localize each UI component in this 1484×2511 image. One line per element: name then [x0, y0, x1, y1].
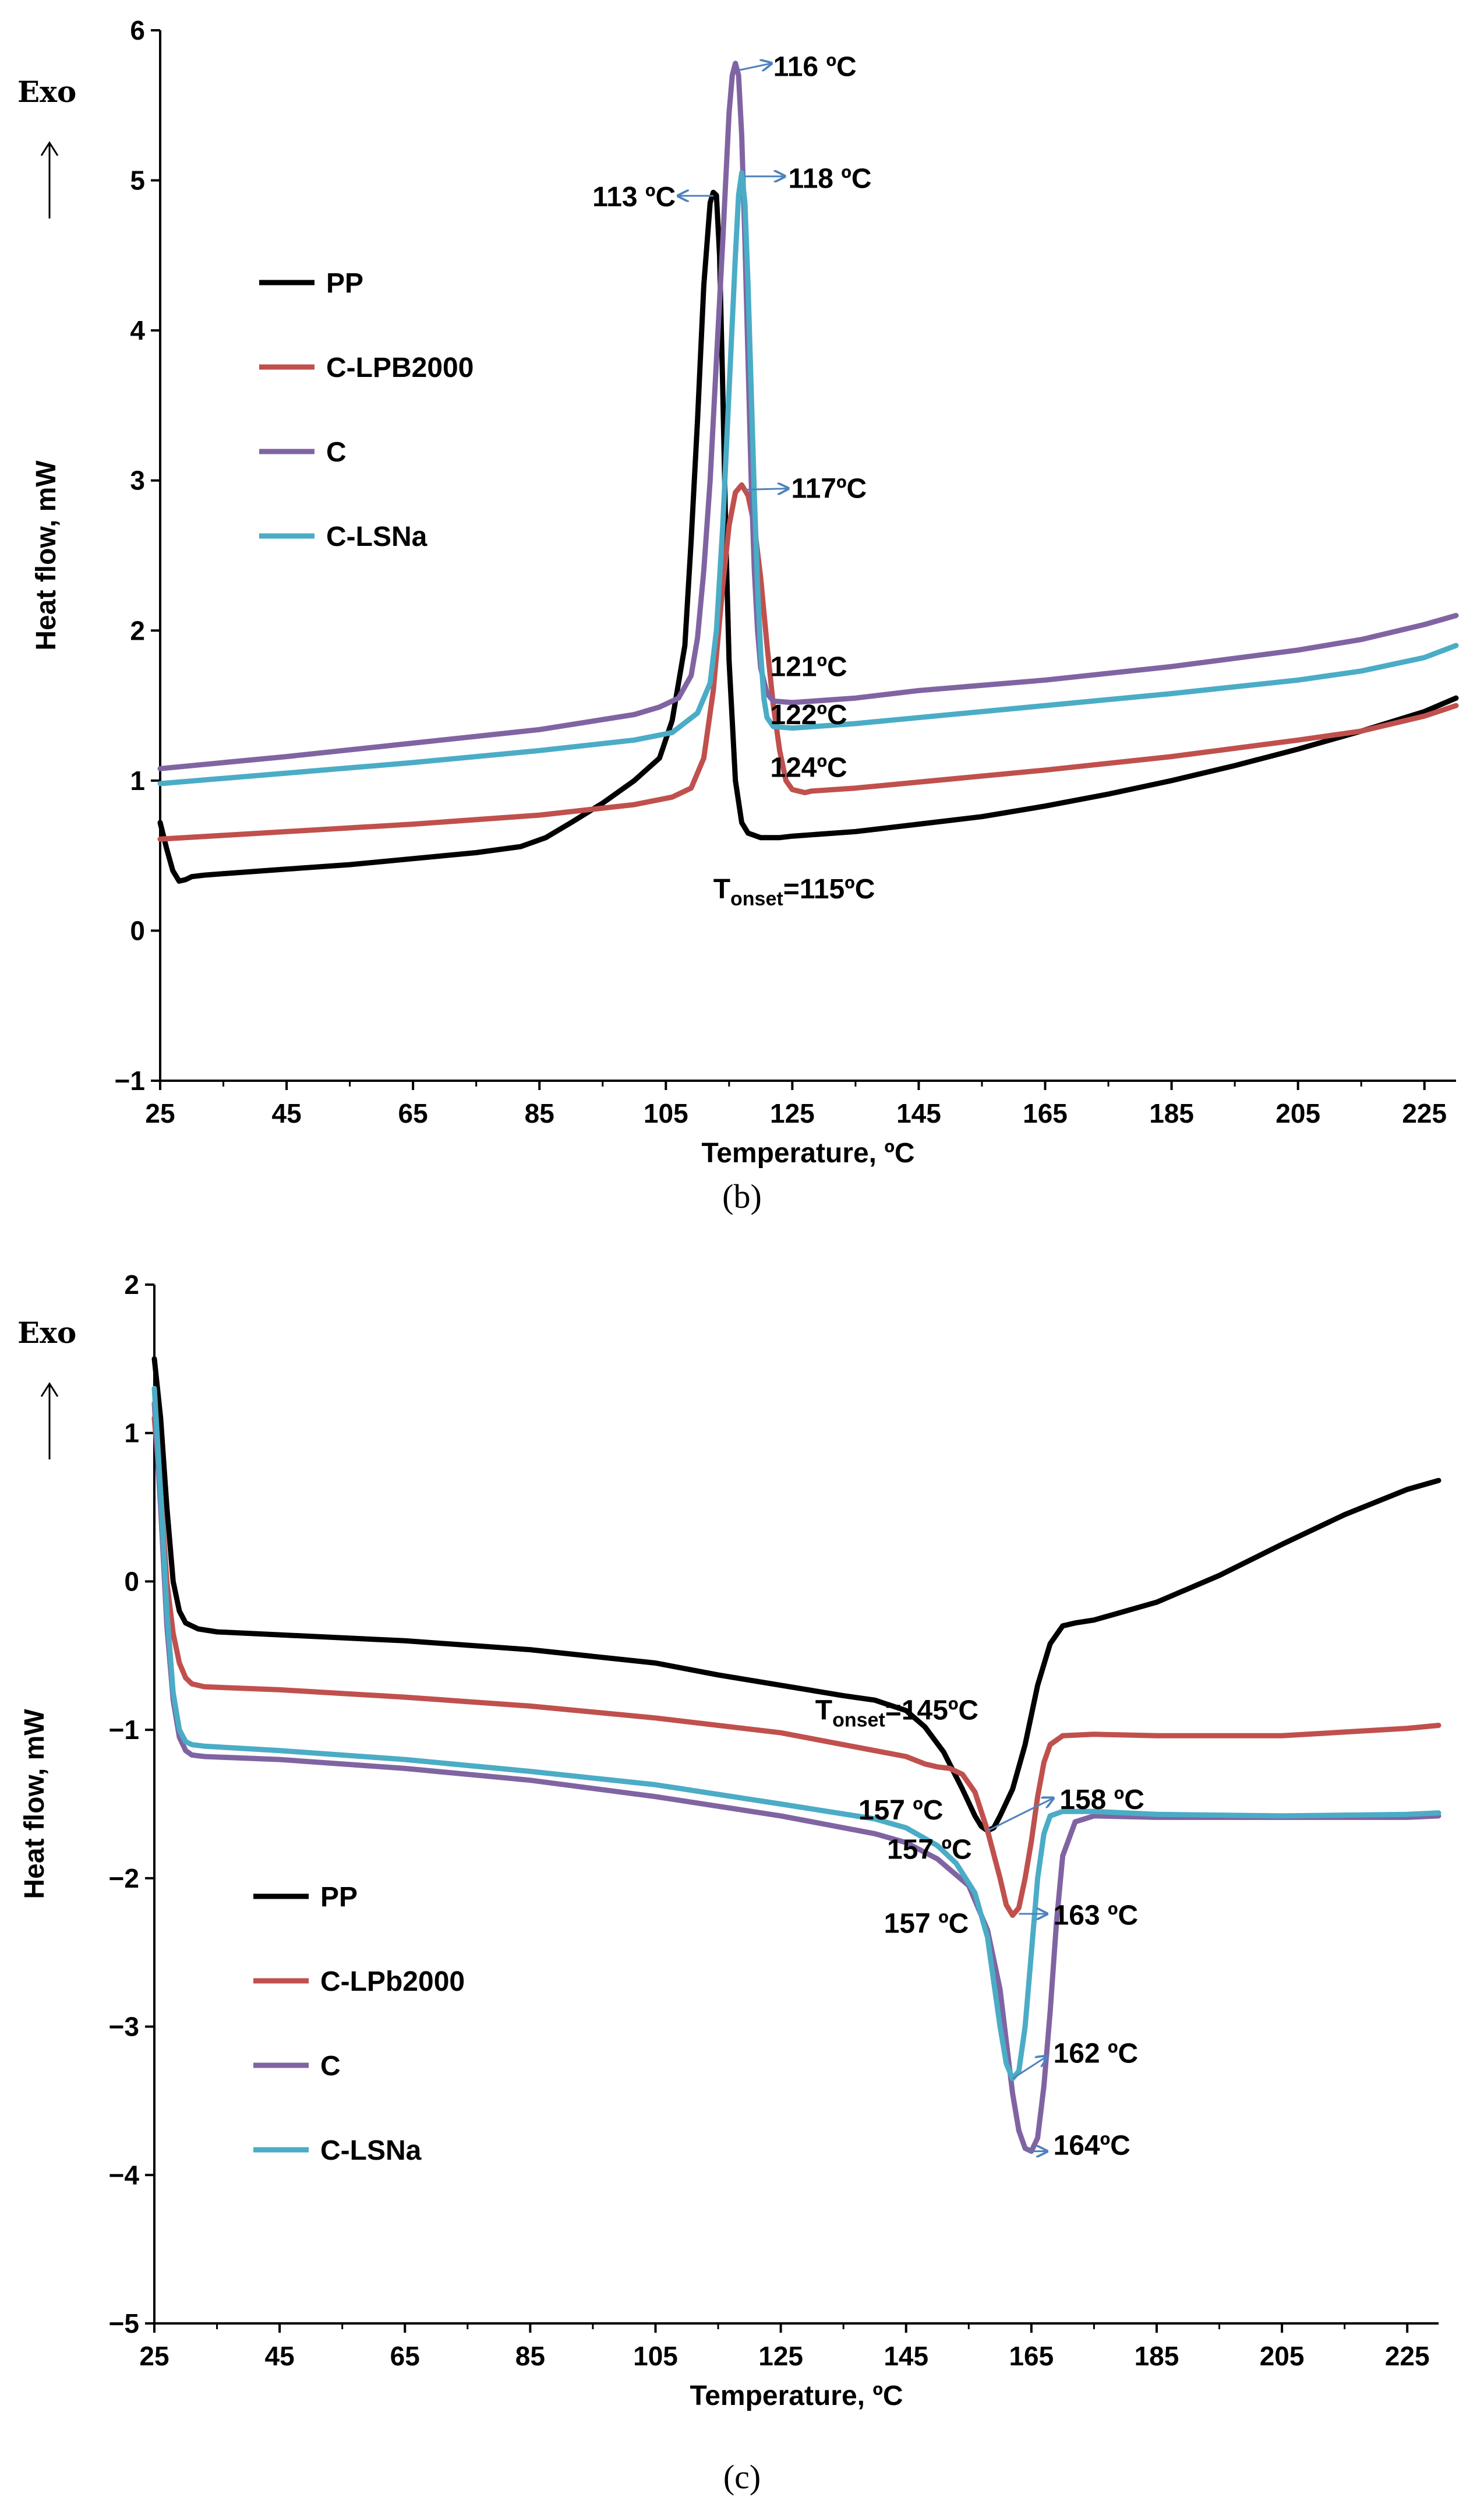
y-tick-label: −2 [109, 1863, 139, 1893]
x-tick-label: 145 [884, 2341, 928, 2371]
y-tick-label: 1 [124, 1418, 139, 1448]
x-tick-label: 185 [1149, 1098, 1194, 1128]
legend-label: C [320, 2051, 341, 2082]
onset-label: Tonset=115ºC [713, 874, 875, 910]
annotation-124: 124ºC [770, 752, 847, 783]
legend-label: PP [326, 268, 363, 299]
onset-label: Tonset=145ºC [815, 1695, 978, 1731]
annotation-163: 163 ºC [1054, 1900, 1139, 1931]
y-axis-title: Heat flow, mW [19, 1709, 50, 1899]
annotation-157-purple: 157 ºC [884, 1908, 969, 1939]
y-tick-label: −3 [109, 2012, 139, 2042]
y-tick-label: 5 [130, 165, 145, 196]
panel-c: −5 −4 −3 −2 −1 0 1 2 25 45 65 85 105 125 145 165 185 205 2… [0, 1241, 1484, 2511]
panel-b: −1 0 1 2 3 4 5 6 25 45 65 85 105 125 145 165 185 205 225 Te… [0, 0, 1484, 1212]
exo-label: Exo [17, 75, 76, 109]
series-line-c-lpb2000 [151, 1415, 1441, 1918]
legend-label: C-LPb2000 [320, 1966, 465, 1997]
x-tick-label: 185 [1135, 2341, 1179, 2371]
legend-label: PP [320, 1882, 358, 1913]
x-tick-label: 125 [770, 1098, 815, 1128]
x-tick-label: 105 [633, 2341, 678, 2371]
onset-value: =145ºC [885, 1695, 978, 1726]
legend-label: C-LSNa [320, 2135, 422, 2166]
y-tick-label: 2 [130, 615, 145, 646]
y-tick-label: 3 [130, 465, 145, 496]
onset-value: =115ºC [783, 874, 875, 905]
x-tick-label: 125 [758, 2341, 803, 2371]
x-tick-label: 85 [525, 1098, 554, 1128]
legend-label: C [326, 437, 347, 468]
annotation-157-cyan: 157 ºC [887, 1835, 972, 1865]
annotation-121: 121ºC [770, 652, 847, 683]
y-tick-label: 0 [124, 1566, 139, 1596]
x-axis-title: Temperature, ºC [690, 2380, 903, 2411]
x-tick-label: 165 [1009, 2341, 1054, 2371]
series-line-c-lsna [157, 170, 1459, 787]
series-line-c [151, 1401, 1441, 2154]
annotation-164: 164ºC [1054, 2130, 1130, 2161]
y-tick-label: 1 [130, 766, 145, 796]
annotation-113: 113 ºC [592, 182, 676, 213]
y-tick-label: 2 [124, 1269, 139, 1300]
annotation-118: 118 ºC [789, 164, 872, 195]
onset-subscript: onset [730, 888, 783, 910]
annotation-arrow-158 [987, 1798, 1054, 1832]
series-line-c-lsna [151, 1385, 1441, 2082]
series-line-c-lpb2000 [157, 482, 1459, 842]
series-line-pp [157, 189, 1459, 884]
series-line-pp [151, 1356, 1441, 1833]
x-tick-label: 165 [1023, 1098, 1068, 1128]
annotation-116: 116 ºC [773, 52, 857, 83]
legend-label: C-LSNa [326, 521, 427, 552]
y-tick-label: −1 [109, 1715, 139, 1745]
x-tick-label: 45 [265, 2341, 295, 2371]
y-tick-label: 6 [130, 15, 145, 45]
annotation-117: 117ºC [792, 473, 867, 504]
caption-c: (c) [723, 2458, 761, 2496]
annotation-122: 122ºC [770, 700, 847, 731]
y-tick-label: −1 [115, 1066, 145, 1096]
x-axis-title: Temperature, ºC [701, 1138, 914, 1169]
x-tick-label: 225 [1402, 1098, 1447, 1128]
y-tick-label: −4 [109, 2160, 140, 2190]
x-tick-label: 105 [644, 1098, 688, 1128]
annotation-162: 162 ºC [1054, 2038, 1139, 2069]
onset-t: T [713, 874, 730, 905]
x-tick-label: 65 [398, 1098, 428, 1128]
annotation-arrow-116 [738, 64, 772, 70]
annotation-157-red: 157 ºC [858, 1795, 944, 1826]
exo-arrow-head [40, 141, 59, 156]
y-axis-title: Heat flow, mW [31, 460, 62, 651]
y-tick-label: −5 [109, 2308, 139, 2339]
x-tick-label: 45 [271, 1098, 301, 1128]
onset-subscript: onset [832, 1709, 885, 1731]
annotation-arrow-162 [1012, 2057, 1047, 2079]
exo-arrow-head [40, 1382, 59, 1397]
x-tick-label: 25 [139, 2341, 169, 2371]
y-tick-label: 4 [130, 315, 145, 345]
y-tick-label: 0 [130, 915, 145, 946]
exo-label: Exo [17, 1316, 76, 1350]
onset-t: T [815, 1695, 832, 1726]
caption-b: (b) [722, 1177, 762, 1215]
annotation-158: 158 ºC [1059, 1784, 1144, 1815]
x-tick-label: 65 [390, 2341, 420, 2371]
legend-label: C-LPB2000 [326, 352, 474, 383]
x-tick-label: 225 [1385, 2341, 1430, 2371]
x-tick-label: 205 [1260, 2341, 1305, 2371]
annotation-arrow-117 [744, 488, 789, 489]
x-tick-label: 205 [1275, 1098, 1320, 1128]
series-line-c [157, 61, 1459, 771]
x-tick-label: 145 [896, 1098, 941, 1128]
x-tick-label: 85 [515, 2341, 545, 2371]
x-tick-label: 25 [145, 1098, 175, 1128]
